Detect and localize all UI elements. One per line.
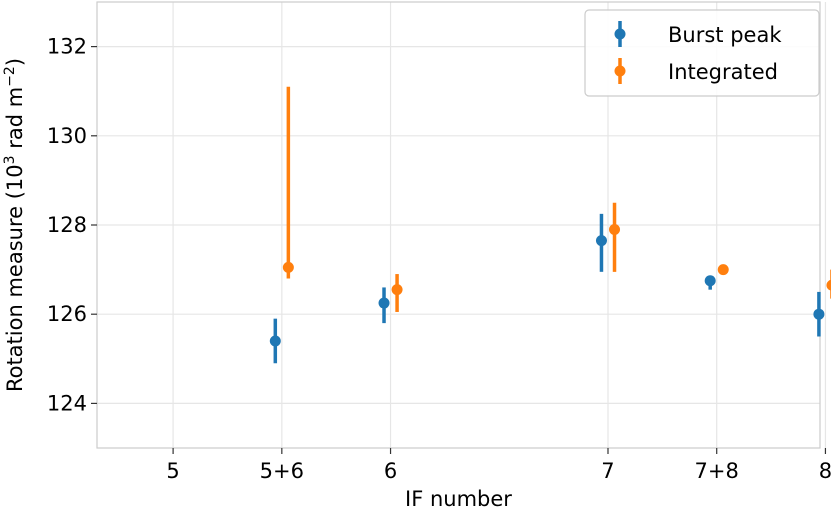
legend-item-integrated: Integrated	[614, 58, 778, 84]
point-burst-peak	[595, 235, 607, 247]
y-tick-label: 128	[47, 213, 87, 237]
legend-item-burst-peak: Burst peak	[614, 21, 782, 47]
y-axis-ticks: 124 126 128 130 132	[47, 35, 97, 415]
point-integrated	[717, 264, 729, 276]
legend-label-burst-peak: Burst peak	[668, 23, 782, 47]
data-marks	[269, 86, 831, 364]
x-tick-label: 5	[166, 459, 179, 483]
y-axis-label-main: Rotation measure (10	[3, 164, 27, 392]
point-integrated	[826, 279, 831, 291]
y-tick-label: 132	[47, 35, 87, 59]
x-tick-label: 7	[601, 459, 614, 483]
point-burst-peak	[378, 297, 390, 309]
x-axis-ticks: 5 5+6 6 7 7+8 8	[166, 448, 831, 483]
point-integrated	[609, 223, 621, 235]
legend-marker-integrated	[614, 65, 626, 77]
x-tick-label: 5+6	[260, 459, 304, 483]
x-tick-label: 8	[819, 459, 831, 483]
y-axis-label-exp2: −2	[2, 66, 18, 87]
y-axis-label-end: )	[3, 58, 27, 66]
y-tick-label: 126	[47, 302, 87, 326]
point-burst-peak	[813, 308, 825, 320]
point-burst-peak	[269, 335, 281, 347]
legend-label-integrated: Integrated	[668, 60, 778, 84]
series-integrated	[282, 86, 831, 312]
x-tick-label: 6	[384, 459, 397, 483]
y-axis-label: Rotation measure (103 rad m−2)	[2, 58, 27, 392]
legend-marker-burst-peak	[614, 28, 626, 40]
y-axis-label-exp1: 3	[2, 155, 18, 164]
point-integrated	[391, 284, 403, 296]
y-tick-label: 124	[47, 391, 87, 415]
point-burst-peak	[704, 275, 716, 287]
legend: Burst peak Integrated	[584, 9, 820, 97]
series-burst-peak	[269, 213, 825, 364]
x-axis-label: IF number	[405, 487, 512, 511]
grid-lines	[97, 2, 827, 448]
y-tick-label: 130	[47, 124, 87, 148]
x-tick-label: 7+8	[695, 459, 739, 483]
legend-box	[584, 9, 820, 97]
point-integrated	[282, 261, 294, 273]
y-axis-label-mid: rad m	[3, 87, 27, 156]
